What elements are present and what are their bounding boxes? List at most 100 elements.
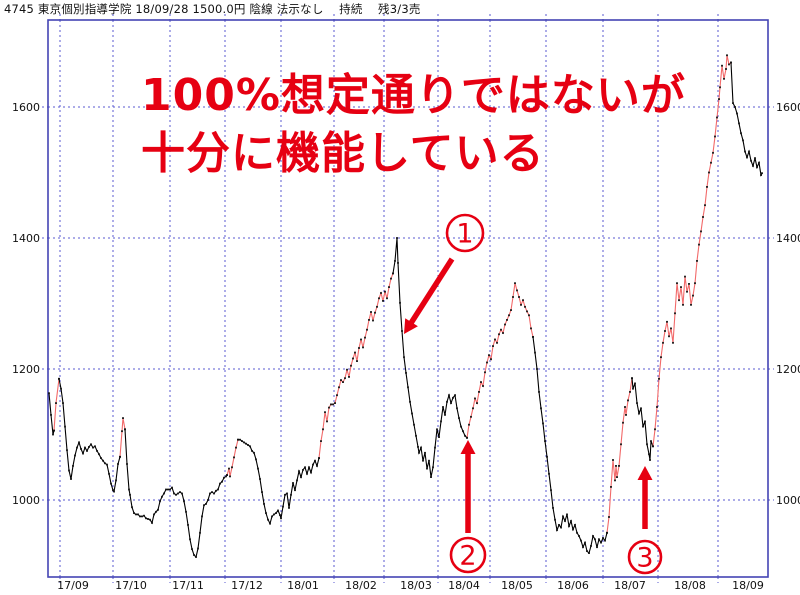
price-dot [106, 463, 108, 466]
price-dot [754, 157, 756, 159]
price-dot [570, 520, 572, 522]
price-dot [426, 467, 428, 470]
price-dot [320, 440, 322, 442]
price-dot [350, 364, 352, 367]
price-dot [279, 514, 281, 516]
price-dot [712, 151, 714, 154]
marker-circle [627, 539, 663, 575]
price-dot [386, 297, 388, 300]
price-dot [332, 403, 334, 406]
price-dot [308, 466, 310, 469]
price-dot [738, 122, 740, 125]
price-dot [422, 459, 424, 462]
price-dot [211, 491, 213, 493]
price-dot [684, 275, 686, 278]
price-dot [112, 489, 114, 492]
price-dot [82, 452, 84, 455]
price-line-segment [124, 429, 228, 559]
price-dot [179, 491, 181, 493]
price-dot [708, 171, 710, 174]
price-dot [137, 513, 139, 516]
price-dot [649, 459, 651, 461]
price-dot [312, 463, 314, 466]
y-axis-label-right: 1200 [776, 363, 800, 376]
price-dot [744, 150, 746, 153]
y-axis-label-right: 1600 [776, 101, 800, 114]
price-dot [532, 336, 534, 338]
price-dot [604, 539, 606, 542]
price-dot [464, 434, 466, 437]
price-dot [456, 407, 458, 410]
price-dot [528, 314, 530, 317]
price-dot [354, 351, 356, 354]
price-dot [417, 446, 419, 448]
price-dot [306, 472, 308, 475]
price-dot [261, 491, 263, 493]
price-dot [175, 493, 177, 496]
price-dot [664, 330, 666, 332]
price-dot [84, 446, 86, 449]
price-dot [656, 406, 658, 408]
price-dot [538, 391, 540, 393]
price-dot [330, 403, 332, 406]
price-dot [600, 541, 602, 544]
price-dot [438, 436, 440, 438]
price-dot [598, 538, 600, 541]
price-dot [544, 440, 546, 442]
price-dot [64, 425, 66, 428]
price-dot [70, 478, 72, 480]
price-dot [430, 476, 432, 478]
price-dot [615, 465, 617, 467]
price-dot [407, 386, 409, 389]
price-dot [624, 406, 626, 408]
price-dot [269, 522, 271, 525]
price-dot [76, 446, 78, 449]
price-dot [380, 292, 382, 294]
price-dot [620, 443, 622, 446]
price-dot [752, 165, 754, 167]
price-dot [760, 174, 762, 176]
price-dot [346, 368, 348, 371]
price-dot [450, 402, 452, 404]
callout-marker-3: 3 [627, 466, 663, 575]
price-dot [558, 524, 560, 526]
price-series [48, 54, 763, 559]
price-dot [636, 402, 638, 404]
price-dot [686, 290, 688, 293]
price-dot [409, 400, 411, 403]
marker-circle [449, 536, 487, 574]
y-axis-label-left: 1000 [12, 494, 40, 507]
price-dot [128, 488, 130, 491]
price-dot [55, 402, 57, 404]
y-axis-label-right: 1000 [776, 494, 800, 507]
price-dot [209, 492, 211, 495]
x-axis-label: 18/04 [448, 579, 480, 591]
price-dot [259, 478, 261, 480]
price-dot [740, 132, 742, 135]
price-dot [662, 341, 664, 344]
price-dot [638, 412, 640, 415]
price-dot [384, 290, 386, 293]
price-dot [263, 503, 265, 505]
price-dot [556, 529, 558, 531]
price-dot [237, 438, 239, 441]
price-dot [496, 341, 498, 344]
price-dot [716, 116, 718, 119]
price-dot [249, 445, 251, 448]
price-dot [756, 166, 758, 169]
marker-circle [445, 213, 485, 253]
price-dot [692, 294, 694, 297]
price-dot [235, 446, 237, 449]
price-dot [100, 457, 102, 459]
price-dot [213, 492, 215, 495]
price-dot [284, 493, 286, 496]
price-dot [92, 446, 94, 449]
price-dot [360, 338, 362, 341]
price-dot [520, 303, 522, 306]
price-dot [627, 399, 629, 402]
price-dot [592, 535, 594, 537]
price-dot [714, 135, 716, 138]
price-dot [372, 319, 374, 322]
price-dot [498, 333, 500, 336]
